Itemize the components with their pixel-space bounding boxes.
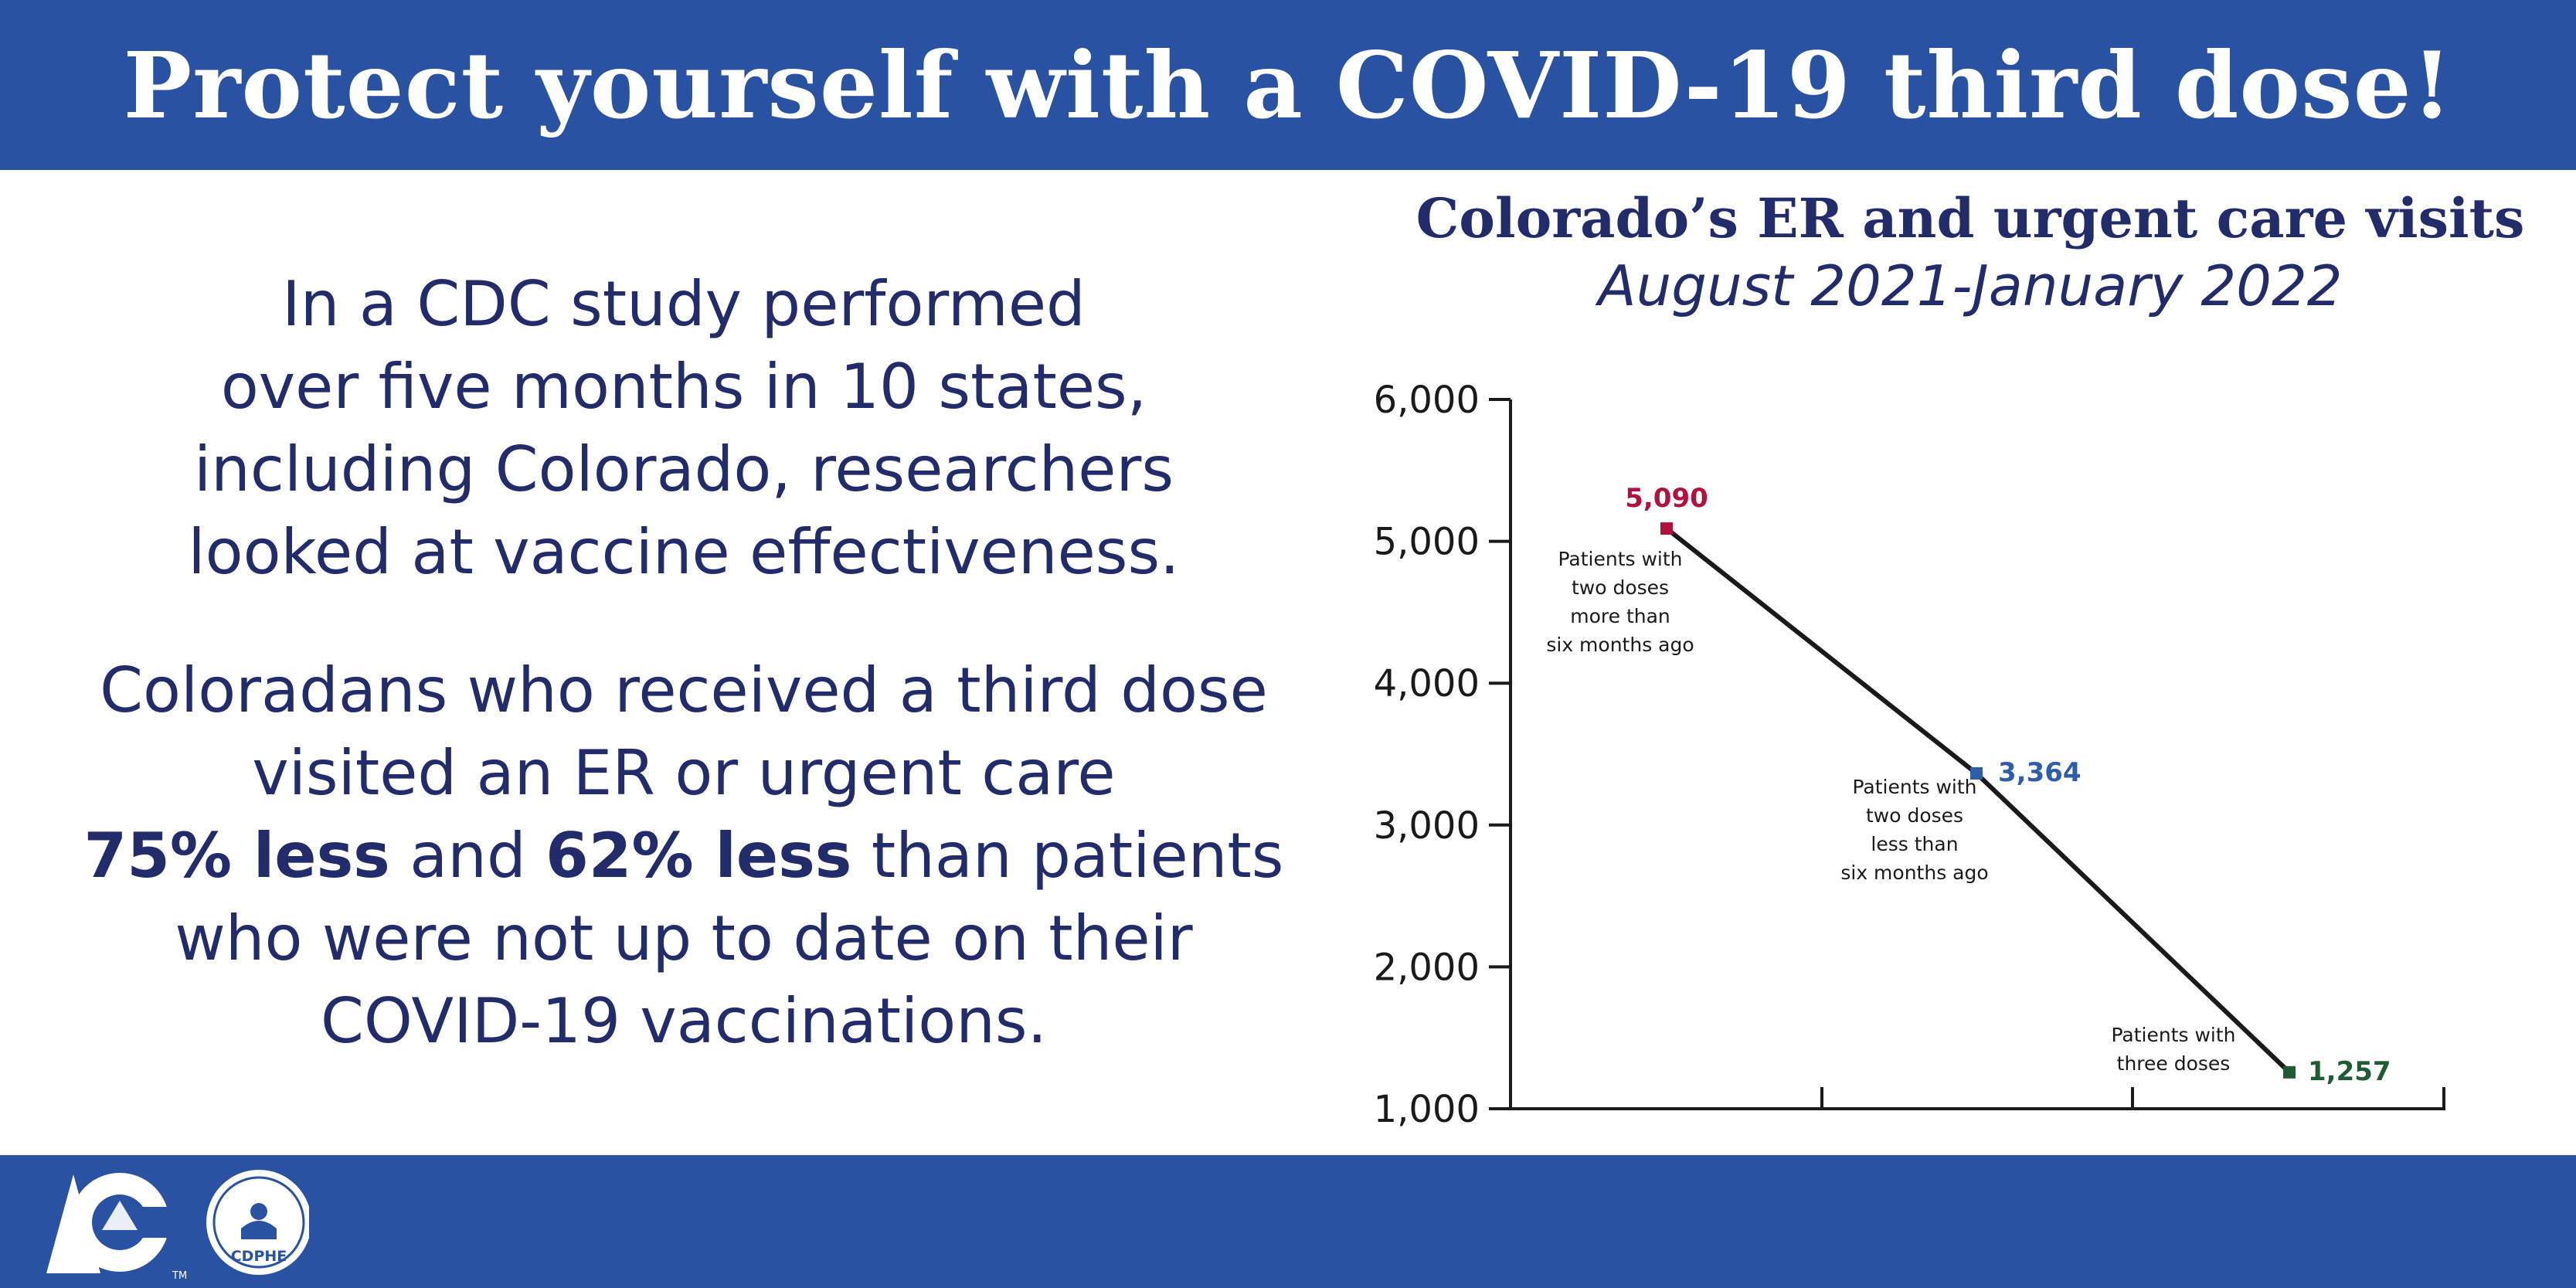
study-paragraph: In a CDC study performed over five month… (31, 263, 1337, 593)
y-tick-label: 4,000 (1374, 662, 1480, 705)
data-label: 5,090 (1625, 483, 1708, 514)
point-description: more than (1570, 605, 1670, 627)
chart-subtitle: August 2021-January 2022 (1598, 253, 2343, 318)
study-line-2: over five months in 10 states, (220, 351, 1147, 423)
data-label: 1,257 (2308, 1056, 2391, 1087)
result-line-3: 75% less and 62% less than patients (31, 814, 1337, 897)
y-tick-label: 5,000 (1374, 521, 1480, 564)
header-banner: Protect yourself with a COVID-19 third d… (0, 0, 2576, 170)
body-text: In a CDC study performed over five month… (31, 263, 1337, 1062)
chart-title: Colorado’s ER and urgent care visits (1415, 186, 2525, 250)
series-line (1665, 526, 2292, 1074)
colorado-c-logo-icon: TM (46, 1173, 187, 1282)
and-text: and (389, 820, 546, 892)
point-description: Patients with (2111, 1024, 2235, 1046)
point-description: two doses (1572, 576, 1669, 599)
result-line-3-rest: than patients (851, 820, 1284, 892)
result-line-5: COVID-19 vaccinations. (320, 985, 1048, 1057)
result-line-4: who were not up to date on their (175, 902, 1193, 974)
cdphe-label: CDPHE (231, 1248, 287, 1265)
result-paragraph: Coloradans who received a third dose vis… (31, 649, 1337, 1062)
y-tick-label: 3,000 (1374, 804, 1480, 848)
footer-logos: TM CDPHE (46, 1170, 309, 1282)
point-description: two doses (1866, 804, 1963, 827)
data-point (1660, 522, 1673, 535)
footer-bar (0, 1155, 2576, 1288)
study-line-1: In a CDC study performed (282, 268, 1086, 340)
point-description: Patients with (1558, 548, 1682, 570)
y-tick-label: 1,000 (1374, 1088, 1480, 1131)
result-line-1: Coloradans who received a third dose (100, 654, 1268, 726)
study-line-3: including Colorado, researchers (193, 433, 1174, 505)
cdphe-logo-icon: CDPHE (206, 1170, 309, 1275)
data-label: 3,364 (1998, 757, 2082, 788)
trademark-text: TM (172, 1270, 187, 1282)
point-description: three doses (2117, 1052, 2231, 1075)
page-title: Protect yourself with a COVID-19 third d… (123, 31, 2453, 139)
chart-title-block: Colorado’s ER and urgent care visits Aug… (1383, 185, 2557, 320)
y-tick-label: 6,000 (1374, 379, 1480, 422)
result-line-2: visited an ER or urgent care (252, 737, 1116, 809)
point-description: less than (1871, 833, 1958, 855)
y-tick-label: 2,000 (1374, 946, 1480, 989)
data-point (1970, 766, 1983, 780)
study-line-4: looked at vaccine effectiveness. (188, 516, 1180, 588)
point-description: Patients with (1852, 776, 1976, 798)
point-description: six months ago (1840, 861, 1988, 884)
stat-62-less: 62% less (545, 820, 852, 892)
point-description: six months ago (1546, 634, 1694, 656)
stat-75-less: 75% less (83, 820, 390, 892)
data-point (2283, 1065, 2296, 1079)
